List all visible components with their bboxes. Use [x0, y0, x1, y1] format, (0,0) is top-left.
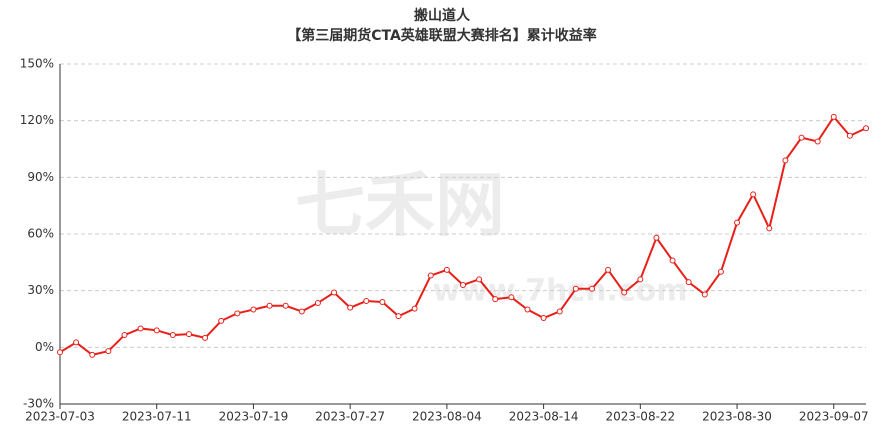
- y-tick-label: -30%: [23, 397, 54, 411]
- point: [185, 331, 192, 338]
- x-tick-label: 2023-07-11: [122, 410, 192, 424]
- point: [556, 308, 563, 315]
- point: [605, 266, 612, 273]
- point: [443, 266, 450, 273]
- point: [218, 317, 225, 324]
- y-tick-label: 90%: [27, 170, 54, 184]
- point: [492, 296, 499, 303]
- point: [73, 339, 80, 346]
- point: [89, 351, 96, 358]
- point: [379, 299, 386, 305]
- point: [331, 289, 338, 296]
- point: [169, 332, 176, 339]
- point: [427, 272, 434, 279]
- x-tick-label: 2023-08-04: [412, 410, 482, 424]
- point: [701, 291, 708, 298]
- point: [572, 285, 579, 292]
- chart-subtitle: 【第三届期货CTA英雄联盟大赛排名】累计收益率: [287, 27, 597, 44]
- x-tick-label: 2023-08-22: [605, 410, 675, 424]
- point: [669, 257, 676, 264]
- point: [363, 298, 370, 305]
- point: [395, 313, 402, 320]
- point: [298, 308, 305, 315]
- point: [814, 138, 821, 145]
- point: [766, 225, 773, 232]
- point: [411, 305, 418, 312]
- point: [588, 285, 595, 292]
- point: [250, 306, 257, 313]
- point: [734, 219, 741, 226]
- x-tick-label: 2023-07-19: [219, 410, 289, 424]
- point: [105, 348, 112, 355]
- y-tick-label: 120%: [20, 113, 54, 127]
- y-tick-label: 30%: [27, 283, 54, 297]
- x-tick-label: 2023-07-27: [315, 410, 385, 424]
- point: [830, 113, 837, 120]
- point: [282, 302, 289, 309]
- point: [121, 332, 128, 339]
- point: [460, 282, 466, 288]
- chart-title: 搬山道人: [414, 7, 471, 24]
- point: [153, 327, 160, 334]
- point: [798, 134, 805, 141]
- point: [57, 349, 63, 356]
- x-tick-label: 2023-08-30: [702, 410, 772, 424]
- y-tick-label: 150%: [20, 57, 54, 71]
- y-tick-label: 60%: [27, 227, 54, 241]
- point: [266, 302, 273, 309]
- point: [750, 191, 757, 198]
- point: [234, 310, 241, 317]
- point: [137, 325, 144, 332]
- y-tick-label: 0%: [35, 340, 54, 354]
- point: [846, 132, 853, 139]
- x-tick-label: 2023-08-14: [509, 410, 579, 424]
- point: [637, 276, 644, 283]
- point: [621, 289, 628, 296]
- point: [717, 268, 724, 275]
- point: [685, 279, 692, 286]
- x-tick-label: 2023-07-03: [25, 410, 95, 424]
- point: [524, 306, 531, 313]
- x-tick-label: 2023-09-07: [799, 410, 869, 424]
- point: [863, 125, 869, 132]
- point: [476, 276, 483, 283]
- point: [508, 294, 515, 301]
- point: [347, 304, 354, 311]
- point: [314, 299, 321, 306]
- point: [782, 157, 789, 164]
- point: [540, 315, 547, 322]
- point: [653, 234, 660, 241]
- point: [202, 334, 209, 341]
